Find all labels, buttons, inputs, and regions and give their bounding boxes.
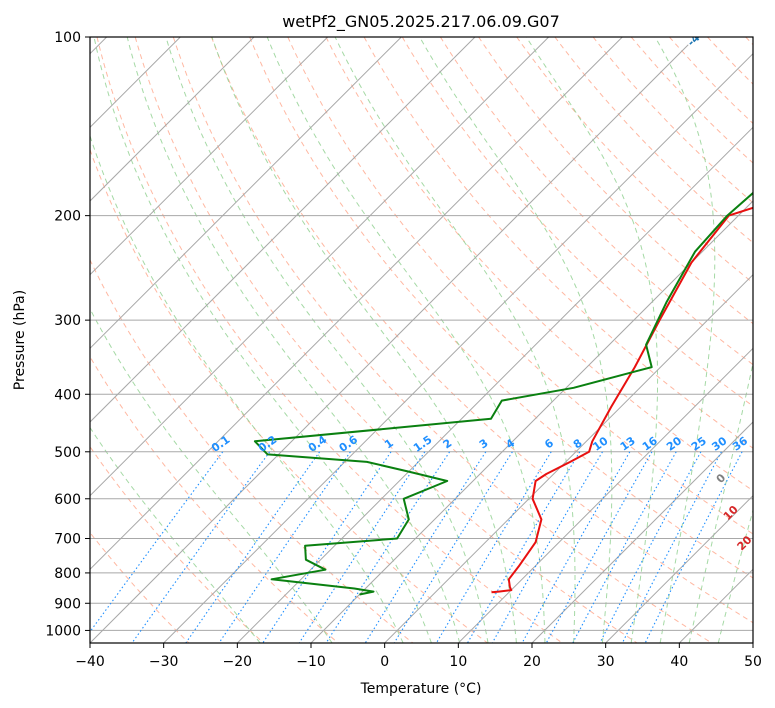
isotherm-labels: -100-90-80-70-60-50-40-30-20-10 <box>683 25 708 49</box>
mixing-ratio-line <box>185 451 321 643</box>
mixing-ratio-line <box>393 451 513 643</box>
isotherm-line <box>384 273 753 643</box>
x-tick-label: 0 <box>380 654 389 670</box>
moist-adiabat-line <box>165 37 489 643</box>
isotherm-line <box>90 37 255 202</box>
y-tick-label: 100 <box>54 30 81 46</box>
dry-adiabat-line <box>478 37 753 325</box>
isotherm-line <box>90 37 623 571</box>
mixing-ratio-line <box>621 451 722 643</box>
mixing-ratio-line <box>599 451 702 643</box>
moist-adiabat-line <box>654 37 716 643</box>
moist-adiabat-line <box>211 37 517 643</box>
isotherm-line <box>605 494 753 643</box>
x-tick-label: −30 <box>149 654 179 670</box>
dry-adiabat-line <box>516 37 753 284</box>
chart-title: wetPf2_GN05.2025.217.06.09.G07 <box>282 12 560 32</box>
isotherm-line <box>310 200 753 643</box>
dry-adiabat-line <box>172 37 712 643</box>
moist-adiabat-label: 20 <box>735 533 755 553</box>
x-tick-label: 40 <box>670 654 688 670</box>
mixing-ratio-line <box>545 451 653 643</box>
y-tick-label: 500 <box>54 445 81 461</box>
dry-adiabat-line <box>211 37 753 624</box>
dewpoint-line <box>253 191 753 596</box>
mixing-ratio-line <box>491 451 603 643</box>
plot-frame <box>89 36 754 644</box>
isotherm-line <box>90 37 476 423</box>
dry-adiabat-line <box>439 37 753 366</box>
y-axis-title: Pressure (hPa) <box>12 290 28 390</box>
mixing-ratio-line <box>435 451 552 643</box>
x-tick-label: −20 <box>223 654 253 670</box>
mixing-ratio-line <box>521 451 631 643</box>
dry-adiabat-line <box>90 445 264 643</box>
isotherm-line <box>90 37 402 350</box>
mixing-ratio-lines <box>90 451 743 643</box>
isotherm-line <box>90 37 697 643</box>
x-axis-title: Temperature (°C) <box>360 681 482 697</box>
y-tick-label: 400 <box>54 387 81 403</box>
mixing-ratio-line <box>364 451 487 643</box>
isotherm-line <box>90 37 329 276</box>
mixing-ratio-line <box>572 451 677 643</box>
moist-adiabats <box>90 37 753 643</box>
y-tick-label: 1000 <box>45 623 81 639</box>
mixing-ratio-line <box>218 451 351 643</box>
dry-adiabats <box>90 37 753 643</box>
isotherm-label-bg <box>683 37 708 49</box>
moist-adiabat-line <box>334 37 576 643</box>
isobar-grid <box>90 37 753 631</box>
x-tick-label: −10 <box>296 654 326 670</box>
x-tick-label: 20 <box>523 654 541 670</box>
dry-adiabat-line <box>363 37 753 449</box>
isotherm-line <box>236 126 753 643</box>
moist-adiabat-line <box>525 37 659 643</box>
profile-series <box>253 191 753 596</box>
dry-adiabat-line <box>401 37 753 407</box>
isotherm-grid <box>90 37 753 643</box>
mixing-ratio-line <box>644 451 743 643</box>
isotherm-line <box>90 37 550 497</box>
dry-adiabat-line <box>249 37 753 579</box>
isotherm-line <box>457 347 753 643</box>
mixing-ratio-line <box>262 451 392 643</box>
isotherm-line <box>163 52 753 643</box>
dry-adiabat-line <box>90 531 190 643</box>
isotherm-line <box>531 421 753 643</box>
y-tick-label: 200 <box>54 209 81 225</box>
y-tick-label: 800 <box>54 566 81 582</box>
x-tick-label: 10 <box>449 654 467 670</box>
y-tick-label: 900 <box>54 596 81 612</box>
y-tick-label: 300 <box>54 313 81 329</box>
plot-area: -100-90-80-70-60-50-40-30-20-10 0.10.20.… <box>90 25 755 643</box>
dry-adiabat-line <box>96 37 563 643</box>
x-tick-label: 50 <box>744 654 762 670</box>
moist-adiabat-line <box>93 37 432 643</box>
moist-adiabat-line <box>90 134 404 643</box>
x-axis-ticks: −40 −30 −20 −10 0 10 20 30 40 50 <box>75 643 762 670</box>
mixing-ratio-line <box>131 451 271 643</box>
moist-adiabat-line <box>266 37 546 643</box>
y-tick-label: 700 <box>54 532 81 548</box>
temperature-line <box>491 206 753 594</box>
x-tick-label: −40 <box>75 654 105 670</box>
isotherm-label: -40 <box>685 25 708 48</box>
dry-adiabat-line <box>134 37 638 643</box>
mixing-ratio-line <box>467 451 581 643</box>
moist-adiabat-line <box>90 426 261 643</box>
y-axis-ticks: 100 200 300 400 500 600 700 800 900 1000 <box>45 30 90 639</box>
y-tick-label: 600 <box>54 492 81 508</box>
dry-adiabat-line <box>592 37 753 204</box>
dry-adiabat-line <box>90 258 414 643</box>
moist-adiabat-line <box>419 37 613 643</box>
moist-adiabat-line <box>126 37 461 643</box>
dry-adiabat-line <box>630 37 753 164</box>
x-tick-label: 30 <box>597 654 615 670</box>
